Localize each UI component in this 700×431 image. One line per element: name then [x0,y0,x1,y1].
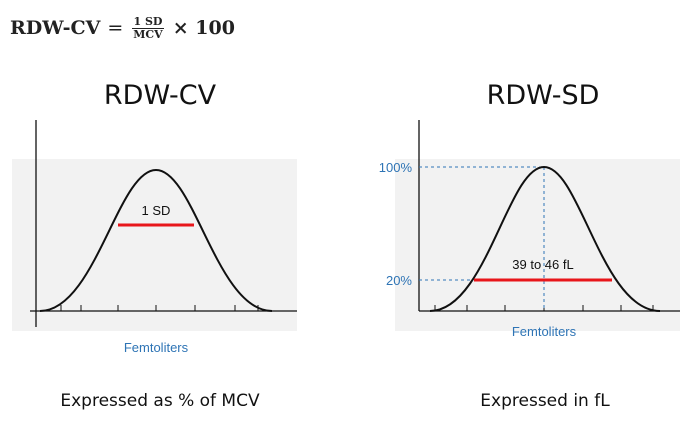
left-x-axis-label: Femtoliters [124,340,189,355]
rdw-cv-formula: RDW-CV = 1 SD MCV × 100 [10,8,235,48]
rdw-cv-caption: Expressed as % of MCV [60,391,260,411]
formula-equals: = [107,17,124,39]
right-bell-curve [429,165,661,312]
level-100-label: 100% [379,160,413,175]
right-x-axis-label: Femtoliters [512,324,577,339]
rdw-cv-title: RDW-CV [103,80,217,111]
formula-denominator: MCV [132,27,164,41]
formula-fraction: 1 SD MCV [132,14,164,41]
left-bell-curve [39,168,273,312]
formula-multiplier: × 100 [172,17,235,39]
right-panel-background [395,159,680,331]
formula-numerator: 1 SD [133,14,163,28]
level-20-label: 20% [386,273,412,288]
rdw-sd-title: RDW-SD [486,80,600,111]
right-bar-label: 39 to 46 fL [512,257,573,272]
formula-lhs: RDW-CV [10,17,101,39]
rdw-sd-caption: Expressed in fL [480,391,610,411]
left-bar-label: 1 SD [142,203,171,218]
